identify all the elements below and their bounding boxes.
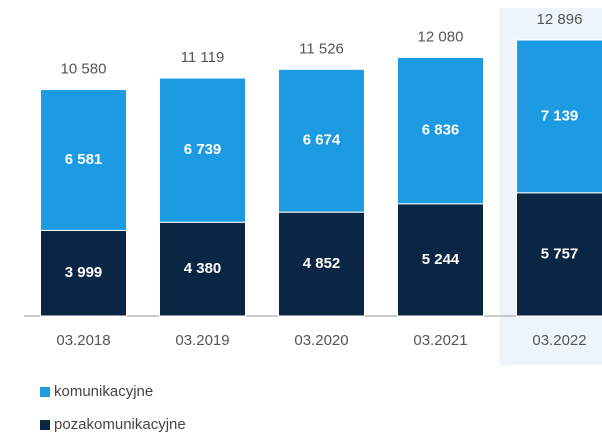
bar-segment xyxy=(516,192,602,317)
x-tick-label: 03.2019 xyxy=(175,332,229,349)
bar-segment xyxy=(278,68,365,213)
bar-segment xyxy=(40,229,127,317)
data-label: 6 836 xyxy=(422,122,460,139)
total-label: 11 119 xyxy=(181,49,225,66)
bar-segment xyxy=(397,56,484,205)
bar-segment xyxy=(397,203,484,317)
data-label: 6 581 xyxy=(65,151,103,168)
bar-segment xyxy=(159,77,246,223)
bar-segment xyxy=(278,211,365,317)
bar-segment xyxy=(516,39,602,194)
data-label: 5 757 xyxy=(541,245,579,262)
data-label: 7 139 xyxy=(541,107,579,124)
data-label: 3 999 xyxy=(65,264,103,281)
legend-swatch xyxy=(40,387,50,397)
bar-segment xyxy=(40,89,127,231)
legend-label: pozakomunikacyjne xyxy=(54,416,186,433)
x-tick-label: 03.2018 xyxy=(56,332,110,349)
data-label: 6 674 xyxy=(303,132,341,149)
total-label: 11 526 xyxy=(299,40,344,57)
legend-label: komunikacyjne xyxy=(54,383,153,400)
x-tick-label: 03.2021 xyxy=(413,332,467,349)
x-tick-label: 03.2020 xyxy=(294,332,348,349)
total-label: 12 080 xyxy=(418,28,464,45)
data-label: 6 739 xyxy=(184,141,222,158)
bar-segment xyxy=(159,221,246,317)
total-label: 12 896 xyxy=(537,11,583,28)
data-label: 5 244 xyxy=(422,251,460,268)
legend-swatch xyxy=(40,420,50,430)
total-label: 10 580 xyxy=(61,61,107,78)
data-label: 4 852 xyxy=(303,255,341,272)
data-label: 4 380 xyxy=(184,260,222,277)
x-tick-label: 03.2022 xyxy=(532,332,586,349)
